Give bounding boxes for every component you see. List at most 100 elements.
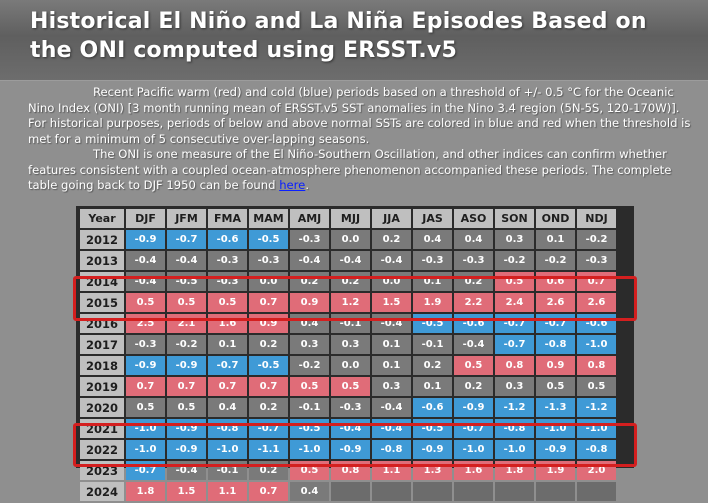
column-header-ndj: NDJ xyxy=(577,209,616,228)
table-row: 2019 0.7 0.7 0.7 0.7 0.5 0.5 0.3 0.1 0.2 0.3 0.5 0.5 xyxy=(80,377,616,396)
oni-value-cell: -0.3 xyxy=(577,251,616,270)
oni-value-cell: 0.5 xyxy=(331,377,370,396)
table-row: 2016 2.5 2.1 1.6 0.9 0.4 -0.1 -0.4 -0.5 -0.6 -0.7-… xyxy=(80,314,616,333)
title-banner: Historical El Niño and La Niña Episodes … xyxy=(0,0,708,81)
oni-value-cell: 0.2 xyxy=(413,356,452,375)
year-cell: 2014 xyxy=(80,272,124,291)
oni-value-cell: -0.2 xyxy=(167,335,206,354)
oni-value-cell: 1.3 xyxy=(413,461,452,480)
table-row: 2013 -0.4 -0.4 -0.3 -0.3 -0.4 -0.4 -0.4 -0.3 -0.3… xyxy=(80,251,616,270)
oni-value-cell: 0.2 xyxy=(249,335,288,354)
complete-table-link[interactable]: here xyxy=(279,178,306,192)
description-paragraph-1: Recent Pacific warm (red) and cold (blue… xyxy=(28,85,691,146)
oni-value-cell: 0.2 xyxy=(331,272,370,291)
oni-value-cell: 1.1 xyxy=(372,461,411,480)
oni-value-cell: -0.7 xyxy=(167,230,206,249)
oni-value-cell: 1.6 xyxy=(208,314,247,333)
oni-value-cell: 0.5 xyxy=(290,377,329,396)
oni-value-cell: 0.7 xyxy=(249,482,288,501)
table-header-row: Year DJF JFM FMA MAM AMJ MJJ JJA JAS ASO SON OND NDJ xyxy=(80,209,616,228)
oni-value-cell: 0.5 xyxy=(126,398,165,417)
oni-value-cell: -0.4 xyxy=(126,272,165,291)
oni-value-cell: 1.1 xyxy=(208,482,247,501)
table-row: 2024 1.8 1.5 1.1 0.7 0.4 xyxy=(80,482,616,501)
oni-value-cell: 0.8 xyxy=(331,461,370,480)
oni-value-cell: -0.3 xyxy=(454,251,493,270)
oni-value-cell: -0.6 xyxy=(454,314,493,333)
oni-value-cell: 0.2 xyxy=(372,230,411,249)
oni-value-cell: 0.5 xyxy=(290,461,329,480)
oni-value-cell: -0.3 xyxy=(126,335,165,354)
oni-value-cell: 2.6 xyxy=(577,293,616,312)
table-row: 2014 -0.4 -0.5 -0.3 0.0 0.2 0.2 0.0 0.1 0.2 0.5 0.6… xyxy=(80,272,616,291)
column-header-mjj: MJJ xyxy=(331,209,370,228)
table-row: 2020 0.5 0.5 0.4 0.2 -0.1 -0.3 -0.4 -0.6 -0.9 -1.2… xyxy=(80,398,616,417)
oni-value-cell: 0.4 xyxy=(454,230,493,249)
oni-value-cell: 0.7 xyxy=(249,293,288,312)
oni-value-cell: 1.9 xyxy=(536,461,575,480)
oni-value-cell: -0.9 xyxy=(126,356,165,375)
table-row: 2018 -0.9 -0.9 -0.7 -0.5 -0.2 0.0 0.1 0.2 0.5 0.8 0… xyxy=(80,356,616,375)
oni-value-cell: 0.1 xyxy=(208,335,247,354)
oni-value-cell: 0.3 xyxy=(331,335,370,354)
oni-value-cell: 2.4 xyxy=(495,293,534,312)
oni-value-cell: -0.4 xyxy=(331,251,370,270)
oni-value-cell: -0.8 xyxy=(577,440,616,459)
year-cell: 2022 xyxy=(80,440,124,459)
column-header-amj: AMJ xyxy=(290,209,329,228)
oni-value-cell: -1.0 xyxy=(208,440,247,459)
oni-value-cell xyxy=(577,482,616,501)
year-cell: 2017 xyxy=(80,335,124,354)
oni-value-cell: -0.4 xyxy=(126,251,165,270)
oni-value-cell: 0.3 xyxy=(495,230,534,249)
table-row: 2021 -1.0 -0.9 -0.8 -0.7 -0.5 -0.4 -0.4 -0.5 -0.7… xyxy=(80,419,616,438)
oni-value-cell: -0.4 xyxy=(372,419,411,438)
oni-value-cell: -0.9 xyxy=(331,440,370,459)
oni-value-cell: 0.5 xyxy=(577,377,616,396)
oni-value-cell: -0.1 xyxy=(208,461,247,480)
year-cell: 2021 xyxy=(80,419,124,438)
oni-value-cell: -0.8 xyxy=(495,419,534,438)
oni-value-cell: -0.6 xyxy=(413,398,452,417)
oni-value-cell: -0.8 xyxy=(208,419,247,438)
oni-value-cell xyxy=(372,482,411,501)
oni-value-cell: 1.8 xyxy=(495,461,534,480)
oni-value-cell: -0.9 xyxy=(126,230,165,249)
column-header-jfm: JFM xyxy=(167,209,206,228)
oni-value-cell xyxy=(413,482,452,501)
oni-value-cell: 0.0 xyxy=(331,230,370,249)
oni-value-cell: -0.6 xyxy=(577,314,616,333)
oni-value-cell: -0.4 xyxy=(372,314,411,333)
oni-value-cell: 0.6 xyxy=(536,272,575,291)
oni-value-cell: -0.5 xyxy=(413,419,452,438)
year-cell: 2016 xyxy=(80,314,124,333)
oni-value-cell: -0.3 xyxy=(208,251,247,270)
oni-value-cell: -0.1 xyxy=(290,398,329,417)
oni-value-cell: -1.0 xyxy=(536,419,575,438)
oni-value-cell: 0.5 xyxy=(454,356,493,375)
oni-value-cell: -0.9 xyxy=(167,419,206,438)
oni-value-cell: 0.1 xyxy=(413,377,452,396)
oni-value-cell: 0.4 xyxy=(208,398,247,417)
oni-value-cell: -0.4 xyxy=(167,461,206,480)
oni-value-cell: -0.4 xyxy=(454,335,493,354)
oni-value-cell: -0.2 xyxy=(495,251,534,270)
oni-value-cell: -0.4 xyxy=(372,251,411,270)
oni-value-cell: -0.3 xyxy=(249,251,288,270)
oni-value-cell: -0.5 xyxy=(413,314,452,333)
oni-value-cell: 0.7 xyxy=(208,377,247,396)
oni-value-cell: 0.5 xyxy=(126,293,165,312)
oni-value-cell: -0.2 xyxy=(536,251,575,270)
oni-value-cell: -1.0 xyxy=(126,440,165,459)
oni-value-cell xyxy=(495,482,534,501)
oni-value-cell: 1.6 xyxy=(454,461,493,480)
column-header-jja: JJA xyxy=(372,209,411,228)
oni-value-cell: 1.5 xyxy=(372,293,411,312)
oni-table-container: Year DJF JFM FMA MAM AMJ MJJ JJA JAS ASO SON OND NDJ… xyxy=(76,206,634,501)
oni-value-cell: -0.1 xyxy=(331,314,370,333)
column-header-aso: ASO xyxy=(454,209,493,228)
oni-value-cell: 0.7 xyxy=(167,377,206,396)
oni-value-cell: -0.4 xyxy=(331,419,370,438)
oni-value-cell xyxy=(536,482,575,501)
oni-value-cell: -0.8 xyxy=(536,335,575,354)
